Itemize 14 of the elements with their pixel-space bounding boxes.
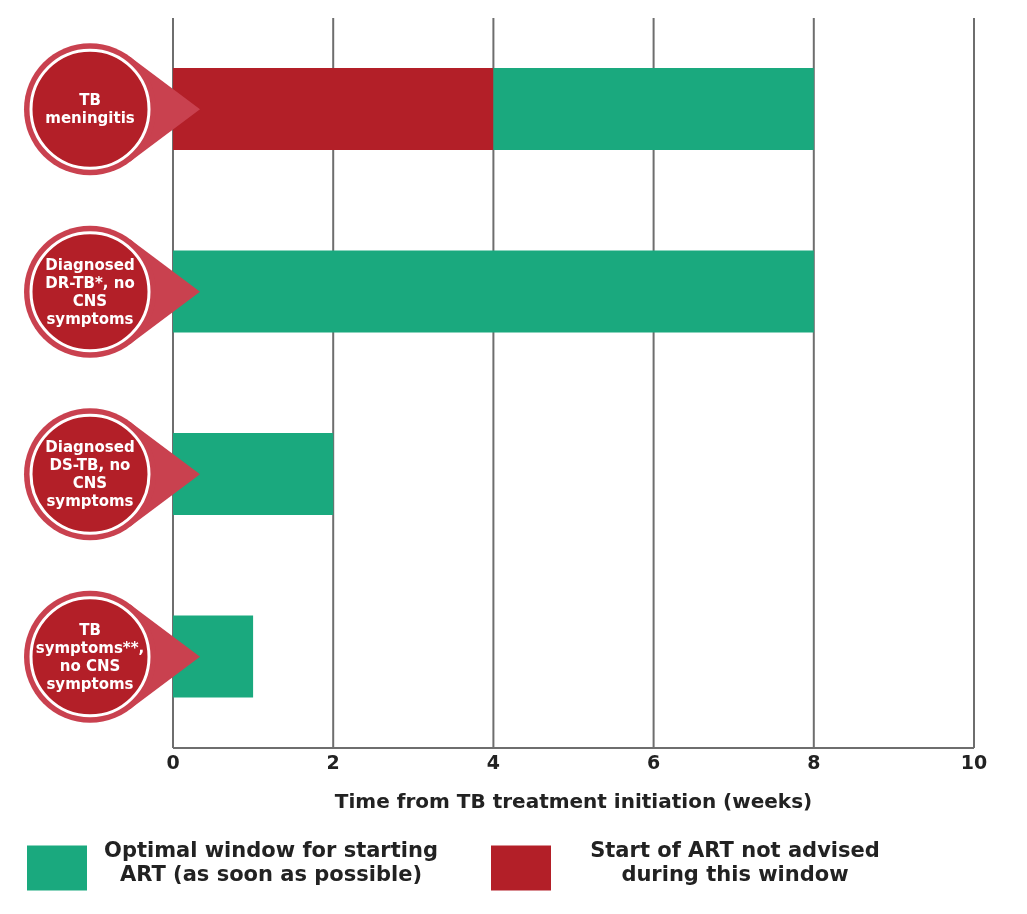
x-tick-label: 4 xyxy=(486,751,501,774)
x-tick-label: 2 xyxy=(326,751,340,774)
x-tick-label: 8 xyxy=(807,751,821,774)
y-tick-label: Diagnosed DS-TB, no CNS symptoms xyxy=(45,438,135,511)
x-tick-label: 6 xyxy=(646,751,661,774)
x-axis-title: Time from TB treatment initiation (weeks) xyxy=(334,789,813,813)
y-tick-label: TB meningitis xyxy=(45,91,135,128)
x-tick-label: 0 xyxy=(166,751,180,774)
x-tick-label: 10 xyxy=(960,751,988,774)
bar xyxy=(493,68,814,150)
legend-label: Start of ART not advised during this window xyxy=(589,838,881,886)
y-tick-label: Diagnosed DR-TB*, no CNS symptoms xyxy=(45,255,135,328)
legend-label: Optimal window for starting ART (as soon as possible) xyxy=(103,838,439,886)
y-tick-label: TB symptoms**, no CNS symptoms xyxy=(35,620,145,693)
